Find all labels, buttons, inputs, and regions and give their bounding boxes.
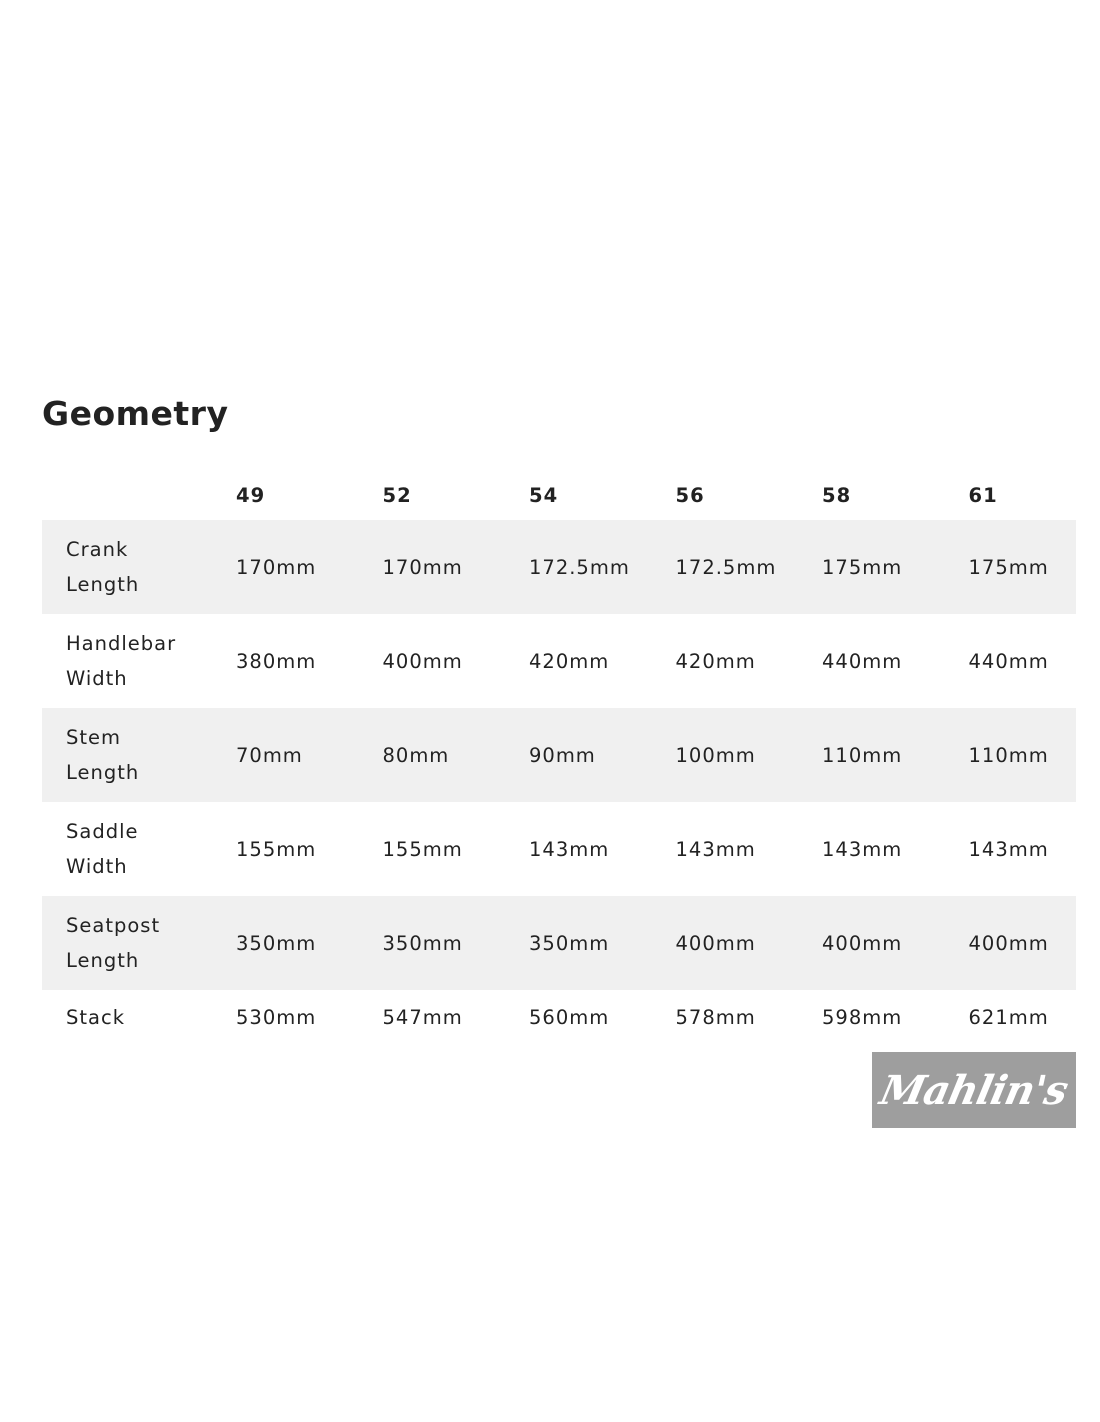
table-row: Seatpost Length 350mm 350mm 350mm 400mm 400mm 4…	[42, 896, 1076, 990]
table-cell: 350mm	[529, 896, 676, 990]
table-cell: 598mm	[822, 1005, 903, 1029]
table-cell: 143mm	[529, 837, 610, 861]
page-title: Geometry	[42, 394, 229, 433]
size-header: 61	[968, 483, 998, 507]
table-cell: 420mm	[675, 649, 756, 673]
row-label-line: Length	[66, 573, 140, 596]
row-label: Stack	[42, 990, 236, 1044]
table-cell: 380mm	[236, 649, 317, 673]
row-label-line: Crank	[66, 538, 129, 561]
table-cell: 172.5mm	[529, 520, 676, 614]
row-label-line: Handlebar	[66, 632, 177, 655]
size-header: 58	[822, 483, 852, 507]
table-cell: 530mm	[236, 1005, 317, 1029]
row-label-line: Length	[66, 761, 140, 784]
table-cell: 170mm	[382, 520, 529, 614]
table-row: Stem Length 70mm 80mm 90mm 100mm 110mm 110mm	[42, 708, 1076, 802]
table-cell: 100mm	[675, 708, 822, 802]
row-label-line: Stack	[66, 1005, 125, 1029]
table-cell: 621mm	[968, 1005, 1049, 1029]
row-label-line: Saddle	[66, 820, 139, 843]
row-label: Seatpost Length	[42, 896, 236, 990]
watermark-text: Mahlin's	[876, 1066, 1072, 1114]
table-cell: 400mm	[675, 896, 822, 990]
row-label: Crank Length	[42, 520, 236, 614]
table-cell: 80mm	[382, 708, 529, 802]
table-cell: 175mm	[968, 520, 1076, 614]
table-cell: 172.5mm	[675, 520, 822, 614]
row-label-line: Stem	[66, 726, 122, 749]
table-cell: 170mm	[236, 520, 383, 614]
table-cell: 143mm	[968, 837, 1049, 861]
table-cell: 420mm	[529, 649, 610, 673]
table-cell: 560mm	[529, 1005, 610, 1029]
geometry-table: 49 52 54 56 58 61 Crank Length 170mm 170mm 172.5m…	[42, 470, 1076, 1044]
table-row: Handlebar Width 380mm 400mm 420mm 420mm 440mm 4…	[42, 614, 1076, 708]
row-label-line: Seatpost	[66, 914, 161, 937]
table-cell: 350mm	[382, 896, 529, 990]
table-cell: 90mm	[529, 708, 676, 802]
watermark-logo: Mahlin's	[872, 1052, 1076, 1128]
table-cell: 400mm	[382, 649, 463, 673]
row-label-line: Length	[66, 949, 140, 972]
row-label-line: Width	[66, 667, 128, 690]
table-cell: 440mm	[968, 649, 1049, 673]
table-row: Crank Length 170mm 170mm 172.5mm 172.5mm 175mm…	[42, 520, 1076, 614]
table-cell: 578mm	[675, 1005, 756, 1029]
row-label: Handlebar Width	[42, 614, 236, 708]
size-header: 49	[236, 483, 266, 507]
row-label: Saddle Width	[42, 802, 236, 896]
table-cell: 143mm	[675, 837, 756, 861]
table-cell: 155mm	[382, 837, 463, 861]
table-cell: 547mm	[382, 1005, 463, 1029]
row-label-line: Width	[66, 855, 128, 878]
table-cell: 440mm	[822, 649, 903, 673]
table-cell: 350mm	[236, 896, 383, 990]
table-cell: 155mm	[236, 837, 317, 861]
table-cell: 400mm	[822, 896, 969, 990]
size-header: 54	[529, 483, 559, 507]
table-cell: 400mm	[968, 896, 1076, 990]
table-row: Saddle Width 155mm 155mm 143mm 143mm 143mm 143m…	[42, 802, 1076, 896]
row-label: Stem Length	[42, 708, 236, 802]
table-cell: 175mm	[822, 520, 969, 614]
table-cell: 143mm	[822, 837, 903, 861]
header-row: 49 52 54 56 58 61	[42, 470, 1076, 520]
table-cell: 110mm	[968, 708, 1076, 802]
table-cell: 110mm	[822, 708, 969, 802]
size-header: 52	[382, 483, 412, 507]
size-header: 56	[675, 483, 705, 507]
table-row: Stack 530mm 547mm 560mm 578mm 598mm 621mm	[42, 990, 1076, 1044]
header-empty	[42, 470, 236, 520]
table-cell: 70mm	[236, 708, 383, 802]
